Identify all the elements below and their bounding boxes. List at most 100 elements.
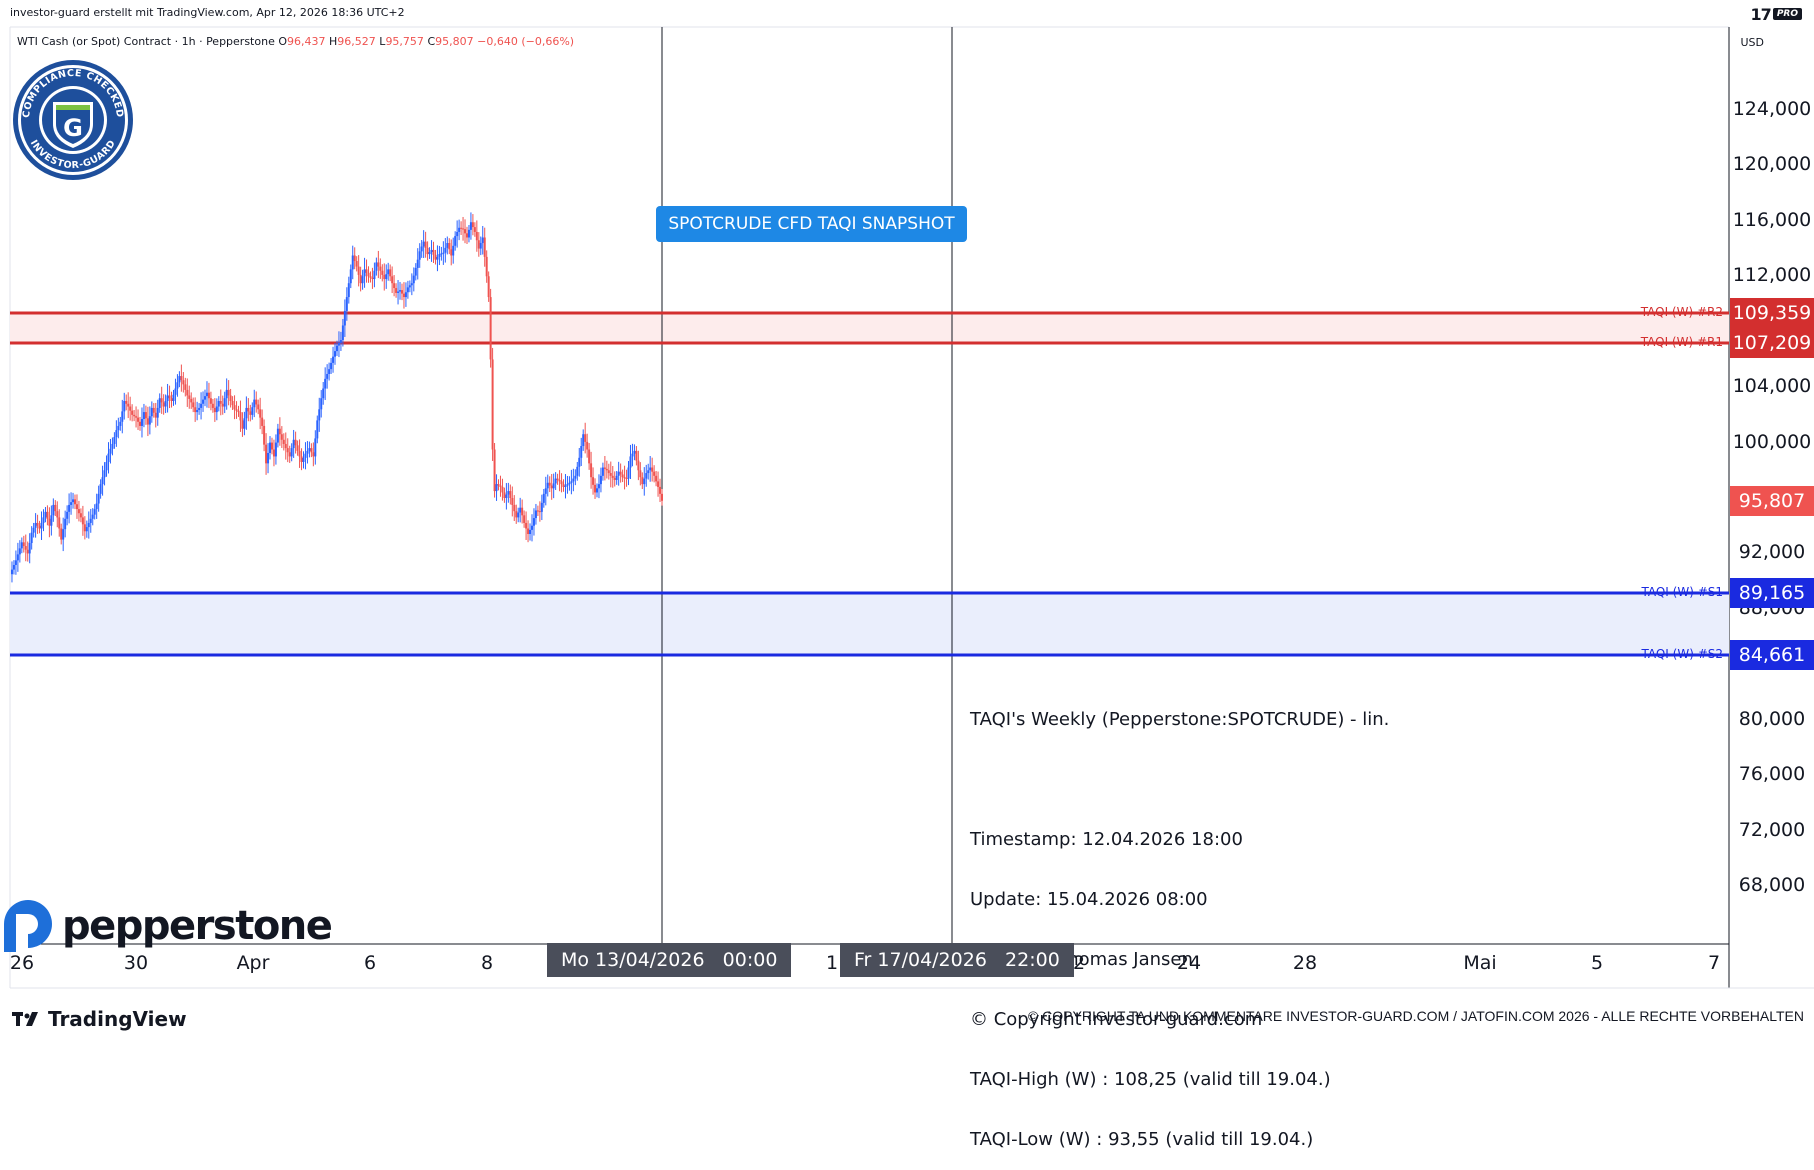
candle-body: [406, 287, 409, 293]
candle-body: [72, 499, 75, 503]
candle-body: [647, 470, 650, 474]
candle-body: [576, 466, 579, 476]
price-chart[interactable]: [0, 0, 1814, 1035]
candle-body: [233, 405, 236, 410]
candle-body: [239, 412, 242, 421]
candle-body: [532, 518, 535, 526]
candle-body: [12, 564, 15, 570]
candle-body: [20, 542, 23, 549]
candle-body: [105, 461, 108, 471]
candle-body: [265, 444, 268, 464]
currency-label[interactable]: USD: [1740, 36, 1764, 49]
candle-body: [292, 439, 295, 449]
candle-body: [154, 412, 157, 418]
candle-body: [343, 310, 346, 326]
candle-body: [460, 227, 463, 229]
candle-body: [306, 450, 309, 454]
candle-body: [30, 532, 33, 544]
candle-body: [550, 485, 553, 489]
time-highlight-end: Fr 17/04/2026 22:00: [840, 943, 1074, 977]
candle-body: [404, 292, 407, 298]
candle-body: [66, 511, 69, 519]
snapshot-banner: SPOTCRUDE CFD TAQI SNAPSHOT: [656, 206, 967, 242]
candle-body: [133, 414, 136, 417]
candle-body: [651, 467, 654, 472]
candle-body: [560, 481, 563, 485]
candle-body: [540, 502, 543, 512]
candle-body: [511, 498, 514, 505]
candle-body: [564, 485, 567, 487]
candle-body: [501, 486, 504, 493]
candle-body: [290, 448, 293, 457]
tradingview-pro-logo[interactable]: 17 PRO: [1751, 5, 1802, 24]
candle-body: [509, 491, 512, 498]
candle-body: [135, 416, 138, 418]
candle-body: [383, 274, 386, 280]
candle-body: [176, 382, 179, 389]
candle-body: [44, 511, 47, 518]
candle-body: [188, 395, 191, 399]
candle-body: [363, 269, 366, 277]
candle-body: [196, 410, 199, 413]
candle-body: [198, 407, 201, 411]
candle-body: [182, 380, 185, 385]
candle-body: [359, 274, 362, 284]
candle-body: [284, 443, 287, 449]
candle-body: [597, 484, 600, 489]
candle-body: [397, 291, 400, 293]
candle-body: [294, 439, 297, 446]
info-taqi-low: TAQI-Low (W) : 93,55 (valid till 19.04.): [970, 1129, 1314, 1150]
candle-body: [302, 457, 305, 462]
candle-body: [458, 227, 461, 232]
candle-body: [68, 504, 71, 512]
candle-body: [497, 484, 500, 486]
info-timestamp: Timestamp: 12.04.2026 18:00: [970, 829, 1243, 850]
candle-body: [160, 398, 163, 403]
candle-body: [18, 548, 21, 555]
candle-body: [74, 499, 77, 505]
candle-body: [552, 483, 555, 489]
candle-body: [446, 243, 449, 248]
price-axis[interactable]: 124,000 120,000 116,000 112,000 104,000 100,0…: [1729, 0, 1814, 944]
candle-body: [125, 401, 128, 404]
tradingview-footer-logo[interactable]: TradingView: [12, 1007, 187, 1031]
candle-body: [399, 290, 402, 292]
candle-body: [328, 369, 331, 374]
candle-body: [109, 448, 112, 454]
candle-body: [95, 503, 98, 510]
candle-body: [373, 270, 376, 280]
candle-body: [379, 266, 382, 271]
tradingview-icon: [12, 1012, 38, 1026]
candle-body: [215, 406, 218, 413]
candle-body: [158, 398, 161, 408]
candle-body: [595, 488, 598, 493]
candle-body: [308, 448, 311, 451]
candle-body: [81, 517, 84, 525]
candle-body: [320, 398, 323, 410]
candle-body: [310, 448, 313, 453]
candle-body: [613, 477, 616, 480]
candle-body: [107, 453, 110, 462]
candle-body: [144, 412, 147, 419]
candle-body: [131, 410, 134, 415]
candle-body: [276, 428, 279, 443]
candle-body: [324, 378, 327, 389]
candle-body: [253, 399, 256, 408]
candle-body: [111, 443, 114, 449]
symbol-name[interactable]: WTI Cash (or Spot) Contract · 1h · Peppe…: [17, 35, 275, 48]
candle-body: [467, 229, 470, 238]
candle-body: [85, 527, 88, 532]
candle-body: [627, 467, 630, 479]
candle-body: [582, 434, 585, 447]
candle-body: [58, 517, 61, 529]
candle-body: [442, 252, 445, 254]
candle-body: [448, 243, 451, 250]
candle-body: [34, 522, 37, 528]
candle-body: [548, 482, 551, 486]
candle-body: [87, 522, 90, 528]
candle-body: [270, 442, 273, 450]
candle-body: [395, 288, 398, 293]
candle-body: [432, 249, 435, 255]
candle-body: [385, 274, 388, 280]
pro-badge: PRO: [1772, 8, 1802, 20]
